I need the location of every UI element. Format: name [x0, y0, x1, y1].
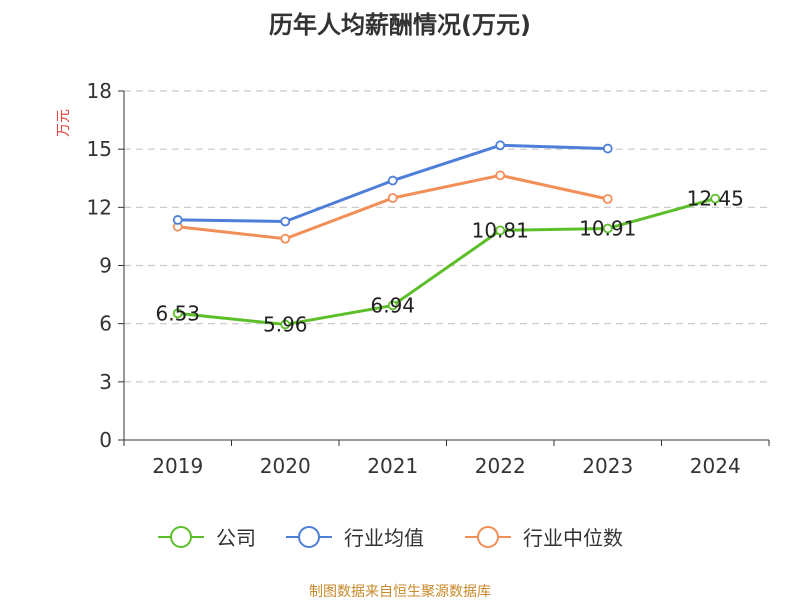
data-point — [280, 216, 291, 227]
data-label: 12.45 — [687, 187, 744, 211]
data-point — [495, 225, 506, 236]
data-point — [172, 215, 183, 225]
data-point — [602, 223, 613, 234]
legend: 公司 行业均值 行业中位数 — [158, 526, 623, 550]
y-tick-label: 15 — [87, 137, 112, 161]
chart-title: 历年人均薪酬情况(万元) — [269, 11, 531, 39]
axes: 0 3 6 9 12 15 18 2019 2020 2021 2022 2023 2024 — [87, 79, 770, 478]
legend-label: 行业均值 — [344, 526, 424, 550]
grid-lines — [124, 90, 769, 383]
legend-marker — [298, 526, 320, 548]
data-labels: 6.53 5.96 6.94 10.81 10.91 12.45 — [155, 187, 743, 337]
y-tick-label: 0 — [99, 428, 112, 452]
data-label: 6.53 — [155, 301, 200, 325]
data-point — [495, 170, 506, 181]
data-point — [387, 175, 398, 186]
x-tick-label: 2021 — [367, 454, 418, 478]
data-point — [387, 300, 398, 311]
x-tick-label: 2023 — [582, 454, 633, 478]
legend-label: 行业中位数 — [523, 526, 623, 550]
series-lines — [172, 140, 721, 330]
legend-marker — [170, 526, 192, 548]
y-tick-label: 9 — [99, 254, 112, 278]
data-label: 10.81 — [472, 218, 529, 242]
data-point — [602, 194, 613, 204]
source-note: 制图数据来自恒生聚源数据库 — [309, 584, 491, 600]
data-point — [172, 308, 183, 319]
data-point — [280, 233, 291, 244]
data-point — [387, 193, 398, 203]
x-tick-label: 2019 — [152, 454, 203, 478]
y-tick-label: 18 — [87, 79, 112, 103]
data-label: 6.94 — [370, 293, 415, 317]
x-tick-label: 2020 — [260, 454, 311, 478]
series-line — [177, 197, 716, 326]
y-tick-label: 3 — [99, 370, 112, 394]
y-tick-label: 6 — [99, 312, 112, 336]
data-point — [280, 319, 291, 330]
y-axis-unit-label: 万元 — [56, 109, 72, 137]
data-point — [495, 140, 506, 151]
y-tick-label: 12 — [87, 195, 112, 219]
data-point — [710, 193, 721, 204]
legend-label: 公司 — [216, 526, 256, 550]
legend-marker — [477, 526, 499, 548]
data-point — [602, 143, 613, 154]
data-label: 5.96 — [263, 312, 308, 336]
data-label: 10.91 — [579, 216, 636, 240]
x-tick-label: 2024 — [690, 454, 741, 478]
x-tick-label: 2022 — [475, 454, 526, 478]
